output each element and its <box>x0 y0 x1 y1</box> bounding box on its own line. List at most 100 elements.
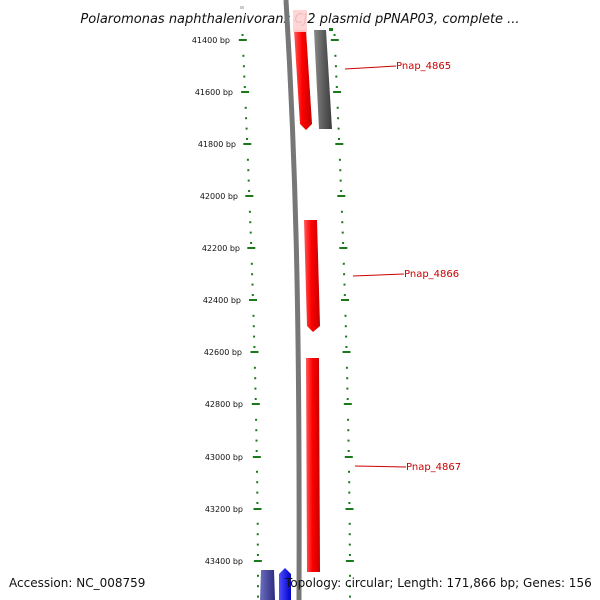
ruler-dot <box>337 127 340 130</box>
ruler-dot <box>256 543 259 546</box>
ruler-dot <box>252 314 255 317</box>
ruler-dot <box>253 366 256 369</box>
ruler-dot <box>243 86 246 88</box>
label-line-4866 <box>352 273 405 277</box>
ruler-dot <box>340 210 343 213</box>
ruler-left <box>238 34 262 598</box>
ruler-dot <box>256 481 259 484</box>
ruler-dot <box>249 231 252 234</box>
ruler-dot <box>254 398 257 400</box>
ruler-dot <box>241 34 244 36</box>
tick-label: 42600 bp <box>204 348 242 357</box>
ruler-major-tick <box>330 39 339 41</box>
ruler-dot <box>252 325 255 328</box>
ruler-dot <box>344 325 347 328</box>
ruler-major-tick <box>241 91 250 93</box>
ruler-dot <box>346 398 349 400</box>
ruler-dot <box>337 117 340 120</box>
ruler-major-tick <box>238 39 247 41</box>
ruler-dot <box>339 179 342 182</box>
ruler-dot <box>345 335 348 338</box>
ruler-dot <box>251 294 254 296</box>
ruler-dot <box>346 387 349 390</box>
tick-label: 41600 bp <box>195 88 233 97</box>
ruler-dot <box>349 574 351 577</box>
tick-label: 42200 bp <box>202 244 240 253</box>
ruler-dot <box>256 522 259 525</box>
ruler-dot <box>251 283 254 286</box>
ruler-dot <box>245 127 248 130</box>
label-line-4867 <box>354 465 407 468</box>
gene-label-4867[interactable]: Pnap_4867 <box>406 462 461 473</box>
ruler-dot <box>243 75 246 78</box>
ruler-dot <box>338 138 340 140</box>
ruler-dot <box>335 75 338 78</box>
ruler-dot <box>348 502 351 504</box>
gene-label-4866[interactable]: Pnap_4866 <box>404 269 459 280</box>
ruler-dot <box>255 450 258 452</box>
ruler-dot <box>345 366 348 369</box>
ruler-major-tick <box>243 143 252 145</box>
ruler-dot <box>245 117 248 120</box>
ruler-dot <box>247 169 250 172</box>
accession-text: Accession: NC_008759 <box>9 576 145 590</box>
gene-pnap-4865[interactable] <box>294 30 312 130</box>
ruler-dot <box>253 335 256 338</box>
ruler-dot <box>342 262 345 265</box>
ruler-dot <box>348 470 350 473</box>
ruler-dot <box>256 554 259 556</box>
tick-label: 42800 bp <box>205 400 243 409</box>
ruler-major-tick <box>250 351 259 353</box>
ruler-dot <box>340 190 343 192</box>
ruler-dot <box>347 450 350 452</box>
ruler-dot <box>251 273 254 276</box>
ruler-major-tick <box>341 299 349 301</box>
ruler-major-tick <box>249 299 257 301</box>
ruler-dot <box>244 106 247 109</box>
ruler-dot <box>255 439 258 442</box>
gene-feature-gray[interactable] <box>314 30 332 129</box>
top-marker-right <box>329 28 333 31</box>
rna-feature-dark[interactable] <box>260 570 275 600</box>
ruler-dot <box>348 522 351 525</box>
ruler-dot <box>341 231 344 234</box>
tick-label: 42400 bp <box>203 296 241 305</box>
ruler-major-tick <box>343 403 352 405</box>
ruler-dot <box>242 54 245 57</box>
gene-pnap-4867[interactable] <box>306 358 320 572</box>
rna-feature-blue[interactable] <box>279 568 291 600</box>
tick-label: 43400 bp <box>205 557 243 566</box>
summary-text: Topology: circular; Length: 171,866 bp; … <box>284 576 592 590</box>
ruler-dot <box>348 491 351 494</box>
ruler-dot <box>346 377 349 380</box>
ruler-dot <box>347 418 350 421</box>
ruler-dot <box>254 387 257 390</box>
ruler-dot <box>349 595 351 598</box>
tick-label: 41400 bp <box>192 36 230 45</box>
gene-pnap-4866[interactable] <box>304 220 320 332</box>
label-line-4865 <box>344 65 397 70</box>
tick-label: 43200 bp <box>205 505 243 514</box>
ruler-major-tick <box>345 560 354 562</box>
gene-label-4865[interactable]: Pnap_4865 <box>396 61 451 72</box>
tick-labels: 41400 bp 41600 bp 41800 bp 42000 bp 4220… <box>192 36 243 566</box>
ruler-dot <box>349 585 351 588</box>
tick-label: 41800 bp <box>198 140 236 149</box>
ruler-major-tick <box>344 456 353 458</box>
ruler-major-tick <box>252 456 261 458</box>
ruler-dot <box>348 554 351 556</box>
ruler-dot <box>255 429 258 432</box>
ruler-dot <box>246 158 249 161</box>
ruler-dot <box>343 283 346 286</box>
ruler-dot <box>242 65 245 68</box>
tick-label: 43000 bp <box>205 453 243 462</box>
ruler-dot <box>345 346 348 348</box>
ruler-dot <box>341 221 344 224</box>
ruler-major-tick <box>337 195 346 197</box>
backbone-arc <box>283 0 302 600</box>
ruler-dot <box>257 595 259 598</box>
ruler-dot <box>339 169 342 172</box>
ruler-dot <box>343 273 346 276</box>
ruler-dot <box>248 210 251 213</box>
ruler-major-tick <box>253 560 262 562</box>
